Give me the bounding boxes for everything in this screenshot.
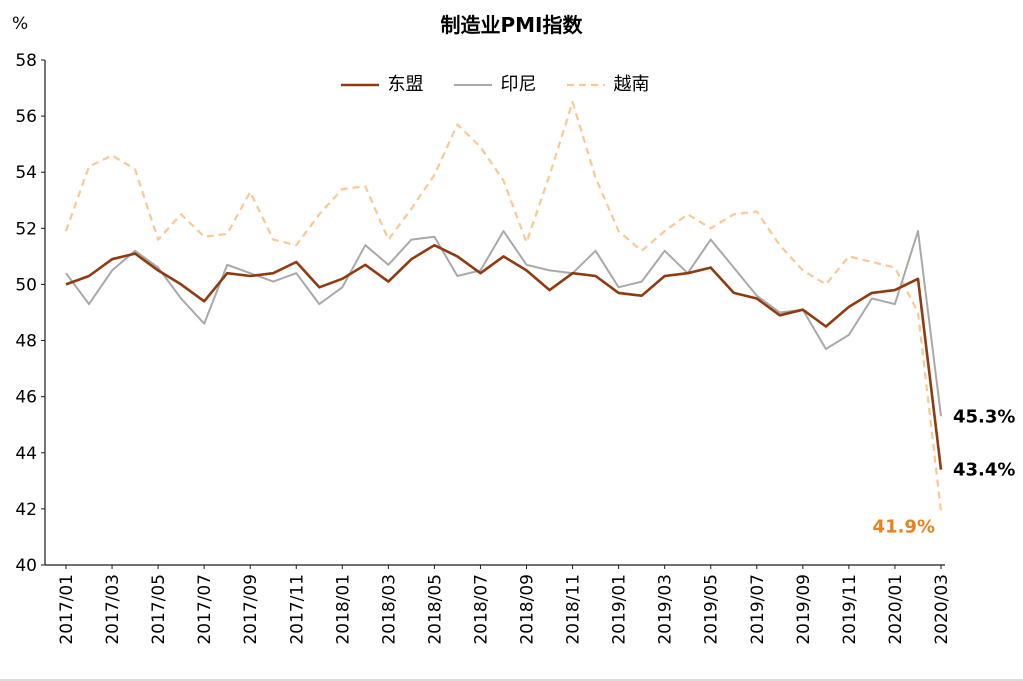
y-tick-label: 50 bbox=[15, 275, 37, 295]
y-tick-label: 48 bbox=[15, 332, 37, 352]
chart-title: 制造业PMI指数 bbox=[440, 13, 583, 37]
x-tick-label: 2017/01 bbox=[57, 574, 77, 645]
bottom-divider bbox=[0, 679, 1023, 681]
series-line-asean bbox=[65, 243, 943, 470]
end-value-label-asean: 43.4% bbox=[953, 460, 1015, 481]
legend-label-indonesia: 印尼 bbox=[500, 74, 537, 95]
legend-label-vietnam: 越南 bbox=[613, 74, 650, 95]
y-axis-unit-label: % bbox=[12, 14, 29, 34]
x-tick-label: 2019/09 bbox=[794, 574, 814, 645]
y-tick-label: 52 bbox=[15, 219, 37, 239]
x-tick-label: 2017/11 bbox=[287, 574, 307, 645]
x-tick-label: 2017/09 bbox=[241, 574, 261, 645]
x-tick-label: 2018/09 bbox=[518, 574, 538, 645]
x-tick-label: 2019/11 bbox=[840, 574, 860, 645]
legend-line-sample-indonesia bbox=[453, 84, 492, 86]
series-line-vietnam bbox=[64, 100, 943, 512]
x-tick-label: 2020/03 bbox=[932, 574, 952, 645]
y-tick-label: 54 bbox=[15, 163, 37, 183]
x-tick-label: 2017/07 bbox=[195, 574, 215, 645]
y-tick-label: 46 bbox=[15, 388, 37, 408]
legend-item-asean: 东盟 bbox=[340, 74, 424, 95]
x-tick-label: 2020/01 bbox=[886, 574, 906, 645]
legend-line-sample-vietnam bbox=[566, 83, 605, 87]
chart-legend: 东盟 印尼 越南 bbox=[45, 72, 945, 98]
legend-label-asean: 东盟 bbox=[387, 74, 424, 95]
x-tick-label: 2018/01 bbox=[333, 574, 353, 645]
legend-item-indonesia: 印尼 bbox=[453, 74, 537, 95]
x-tick-label: 2018/11 bbox=[564, 574, 584, 645]
y-tick-label: 42 bbox=[15, 500, 37, 520]
y-tick-label: 40 bbox=[15, 556, 37, 576]
x-tick-label: 2017/05 bbox=[149, 574, 169, 645]
y-tick-label: 44 bbox=[15, 444, 37, 464]
x-tick-label: 2019/05 bbox=[702, 574, 722, 645]
end-value-label-indonesia: 45.3% bbox=[953, 406, 1015, 427]
y-tick-label: 56 bbox=[15, 107, 37, 127]
x-tick-label: 2018/05 bbox=[425, 574, 445, 645]
y-tick-label: 58 bbox=[15, 51, 37, 71]
series-line-indonesia bbox=[65, 230, 942, 417]
legend-item-vietnam: 越南 bbox=[566, 74, 650, 95]
x-tick-label: 2018/07 bbox=[471, 574, 491, 645]
x-tick-label: 2017/03 bbox=[103, 574, 123, 645]
legend-line-sample-asean bbox=[340, 83, 379, 87]
end-value-label-vietnam: 41.9% bbox=[873, 517, 935, 538]
x-tick-label: 2019/03 bbox=[656, 574, 676, 645]
x-tick-label: 2019/01 bbox=[610, 574, 630, 645]
x-tick-label: 2019/07 bbox=[748, 574, 768, 645]
x-tick-label: 2018/03 bbox=[379, 574, 399, 645]
